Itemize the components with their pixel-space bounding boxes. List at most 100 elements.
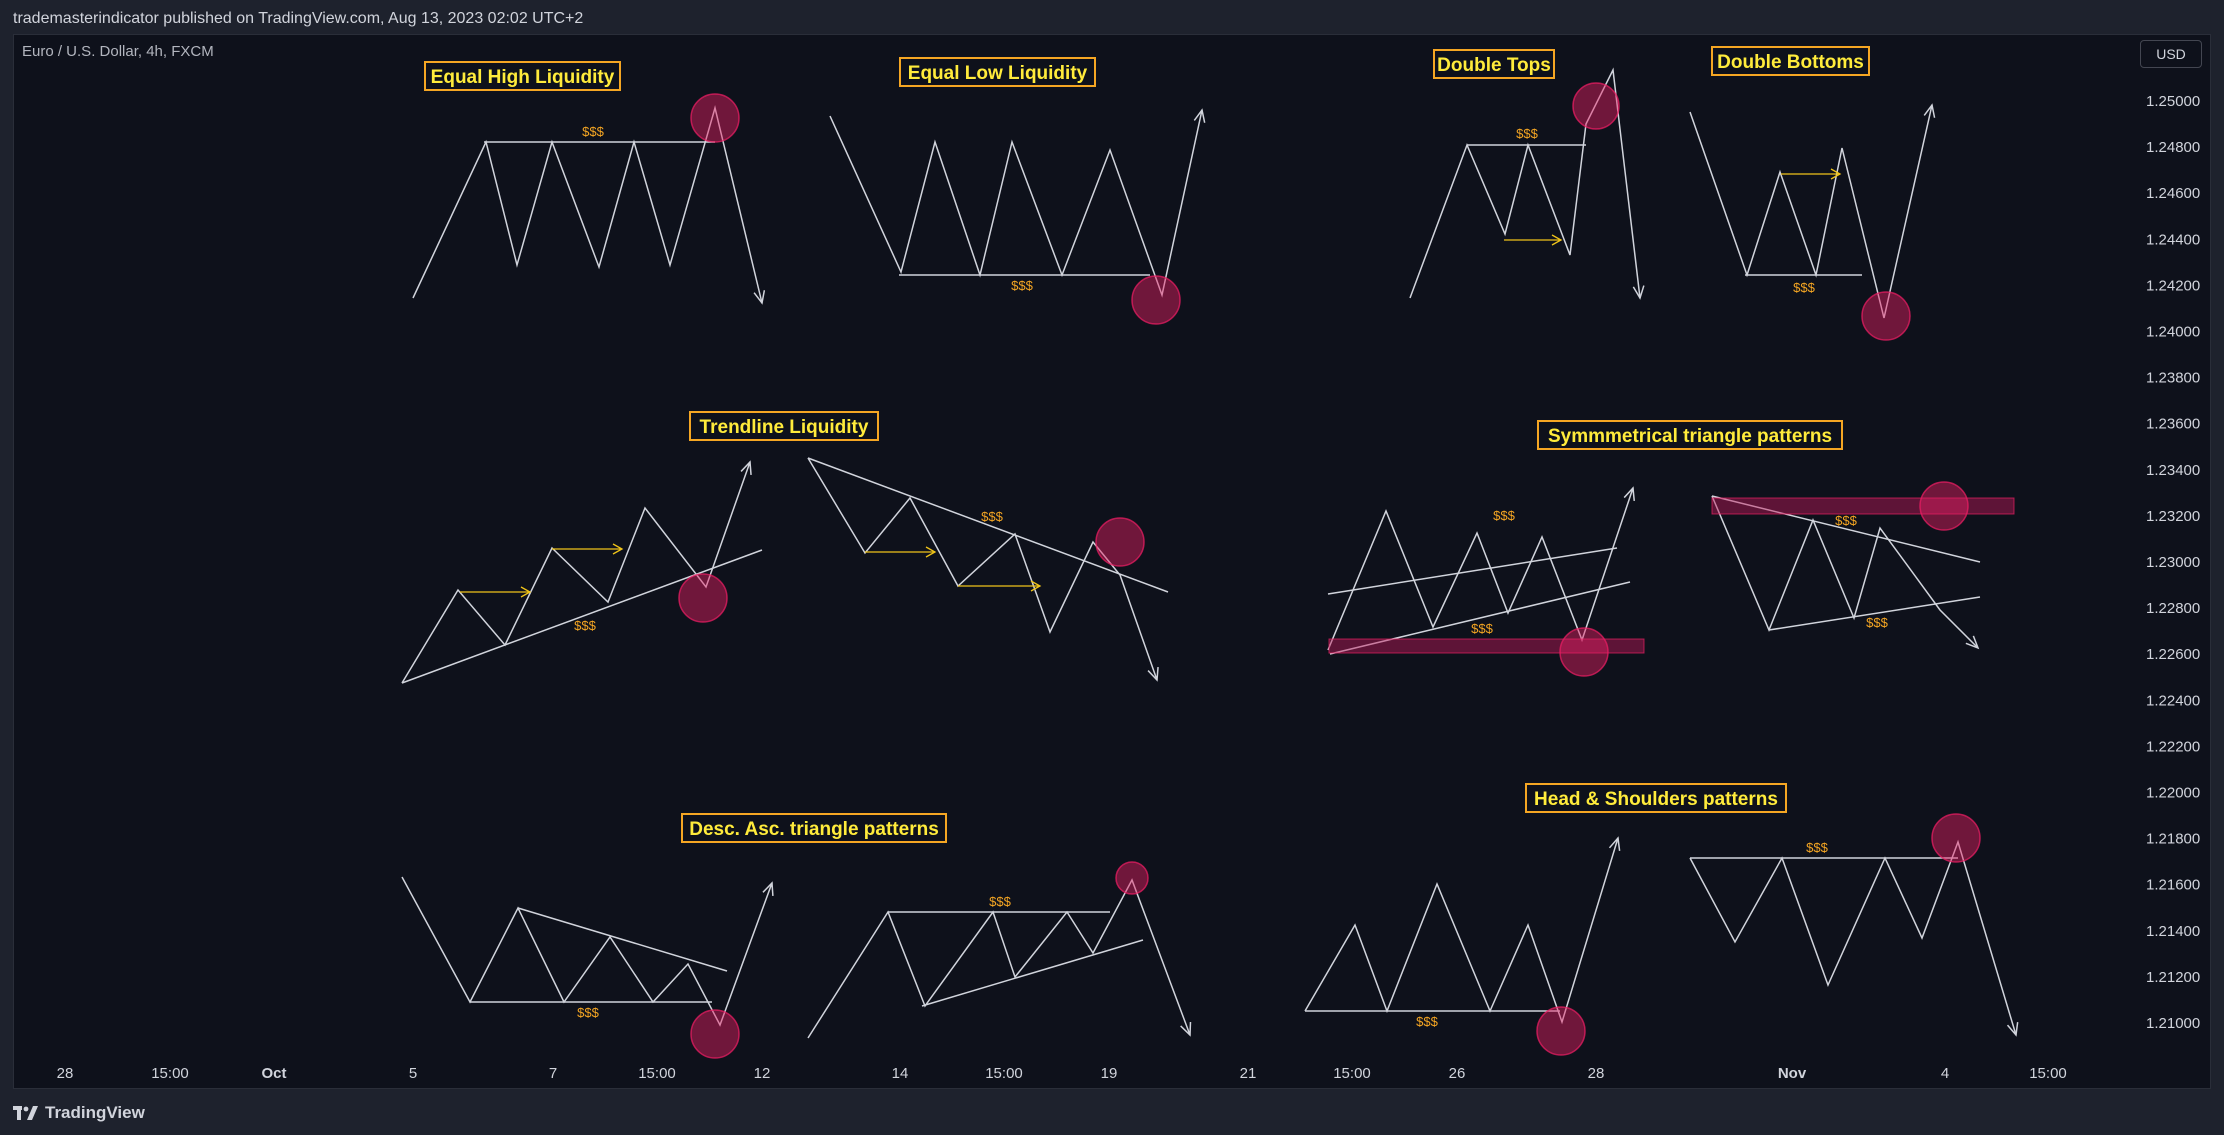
liquidity-circle <box>690 1009 740 1059</box>
chart-pane[interactable] <box>13 34 2211 1089</box>
liquidity-label: $$$ <box>981 509 1003 524</box>
level-arrow-head <box>1830 168 1842 180</box>
y-tick-label: 1.24800 <box>2146 139 2200 156</box>
y-tick-label: 1.22600 <box>2146 646 2200 663</box>
liquidity-label: $$$ <box>1793 280 1815 295</box>
annotation-label: Equal High Liquidity <box>431 67 615 88</box>
liquidity-zone <box>1711 497 2015 515</box>
annotation-box: Equal Low Liquidity <box>899 57 1096 87</box>
arrow-head <box>1180 1021 1192 1037</box>
level-arrow-head <box>925 546 937 558</box>
level-arrow-head <box>520 586 532 598</box>
x-tick-label: 7 <box>549 1065 557 1082</box>
liquidity-label: $$$ <box>989 894 1011 909</box>
y-tick-label: 1.23600 <box>2146 416 2200 433</box>
liquidity-circle <box>1131 275 1181 325</box>
liquidity-label: $$$ <box>1011 278 1033 293</box>
arrow-head <box>1923 103 1936 118</box>
x-tick-label: 15:00 <box>1333 1065 1371 1082</box>
liquidity-label: $$$ <box>1516 126 1538 141</box>
x-tick-label: 28 <box>57 1065 74 1082</box>
liquidity-circle <box>1931 813 1981 863</box>
arrow-head <box>2006 1022 2019 1037</box>
liquidity-label: $$$ <box>1471 621 1493 636</box>
pattern-line <box>517 907 728 972</box>
y-tick-label: 1.23400 <box>2146 462 2200 479</box>
liquidity-circle <box>1919 481 1969 531</box>
publish-info: trademasterindicator published on Tradin… <box>13 10 584 27</box>
annotation-box: Trendline Liquidity <box>689 411 879 441</box>
annotation-border <box>899 57 1096 87</box>
x-tick-label: 14 <box>892 1065 909 1082</box>
liquidity-label: $$$ <box>1416 1014 1438 1029</box>
y-tick-label: 1.22000 <box>2146 785 2200 802</box>
liquidity-circle <box>678 573 728 623</box>
x-tick-label: 19 <box>1101 1065 1118 1082</box>
liquidity-label: $$$ <box>1493 508 1515 523</box>
annotation-label: Double Tops <box>1437 55 1551 76</box>
pattern-line <box>401 876 773 1027</box>
y-tick-label: 1.24400 <box>2146 231 2200 248</box>
pattern-line <box>1329 581 1631 655</box>
x-tick-label: 15:00 <box>151 1065 189 1082</box>
arrow-head <box>1632 285 1645 300</box>
pattern-line <box>829 109 1203 298</box>
y-tick-label: 1.25000 <box>2146 93 2200 110</box>
pattern-line <box>807 457 1169 593</box>
liquidity-circle <box>1536 1006 1586 1056</box>
liquidity-zone <box>1328 638 1645 654</box>
publish-bar: trademasterindicator published on Tradin… <box>0 0 2224 36</box>
pattern-line <box>1711 495 1981 563</box>
arrow-head <box>740 460 752 476</box>
y-tick-label: 1.21800 <box>2146 831 2200 848</box>
annotation-box: Equal High Liquidity <box>424 61 621 91</box>
level-arrow-head <box>1030 580 1042 592</box>
y-tick-label: 1.22200 <box>2146 738 2200 755</box>
symbol-legend[interactable]: Euro / U.S. Dollar, 4h, FXCM <box>22 43 214 60</box>
pattern-line <box>807 878 1191 1039</box>
annotation-box: Head & Shoulders patterns <box>1525 783 1787 813</box>
pattern-line <box>412 105 763 304</box>
tradingview-icon <box>13 1104 39 1122</box>
arrow-head <box>1608 836 1621 851</box>
level-arrow-head <box>612 543 624 555</box>
y-tick-label: 1.24000 <box>2146 324 2200 341</box>
y-tick-label: 1.21600 <box>2146 877 2200 894</box>
pattern-line <box>401 461 751 684</box>
arrow-head <box>1623 486 1635 502</box>
chart-canvas: 1.25000 1.24800 1.24600 1.24400 1.24200 1.240… <box>57 46 2200 1082</box>
pattern-line <box>1327 487 1634 651</box>
liquidity-label: $$$ <box>1835 513 1857 528</box>
x-tick-label: Nov <box>1778 1065 1807 1082</box>
currency-button[interactable]: USD <box>2140 40 2202 68</box>
x-tick-label: 4 <box>1941 1065 1949 1082</box>
y-tick-label: 1.23800 <box>2146 370 2200 387</box>
annotation-border <box>1433 49 1555 79</box>
annotation-border <box>424 61 621 91</box>
level-arrow-head <box>1551 234 1563 246</box>
liquidity-label: $$$ <box>582 124 604 139</box>
y-tick-label: 1.23000 <box>2146 554 2200 571</box>
arrow-head <box>1147 666 1159 682</box>
pattern-line <box>1409 67 1641 299</box>
pattern-line <box>1689 839 2017 1036</box>
pattern-line <box>401 549 763 684</box>
annotation-border <box>681 813 947 843</box>
annotation-label: Desc. Asc. triangle patterns <box>689 819 939 840</box>
annotation-label: Trendline Liquidity <box>700 417 869 438</box>
y-tick-label: 1.22400 <box>2146 692 2200 709</box>
pattern-line <box>1768 596 1981 631</box>
annotation-label: Equal Low Liquidity <box>908 63 1088 84</box>
x-tick-label: 26 <box>1449 1065 1466 1082</box>
liquidity-circle <box>1095 517 1145 567</box>
annotation-box: Double Tops <box>1433 49 1555 79</box>
brand-name: TradingView <box>45 1103 145 1122</box>
annotation-label: Head & Shoulders patterns <box>1534 789 1778 810</box>
tradingview-logo[interactable]: TradingView <box>13 1103 145 1123</box>
liquidity-circle <box>1861 291 1911 341</box>
annotation-border <box>1711 46 1870 76</box>
x-tick-label: Oct <box>261 1065 286 1082</box>
liquidity-label: $$$ <box>1806 840 1828 855</box>
y-tick-label: 1.21000 <box>2146 1015 2200 1032</box>
annotation-box: Double Bottoms <box>1711 46 1870 76</box>
